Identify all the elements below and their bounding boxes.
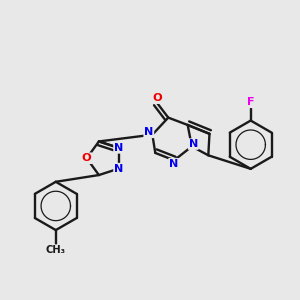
- Text: O: O: [82, 153, 92, 163]
- Text: N: N: [144, 127, 153, 137]
- Text: CH₃: CH₃: [46, 245, 66, 255]
- Text: N: N: [114, 143, 123, 153]
- Text: N: N: [189, 139, 198, 149]
- Text: N: N: [114, 164, 123, 174]
- Text: F: F: [247, 97, 254, 107]
- Text: N: N: [169, 159, 178, 169]
- Text: O: O: [153, 93, 163, 103]
